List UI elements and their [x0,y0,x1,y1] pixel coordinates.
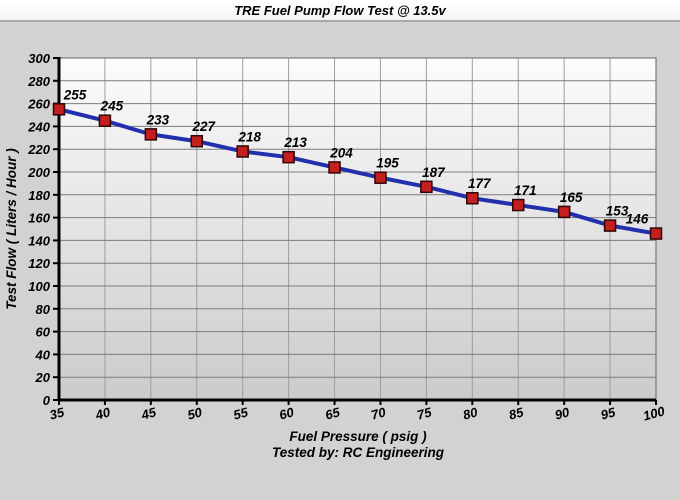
x-tick-label: 65 [323,404,342,422]
y-tick-label: 100 [28,279,50,294]
data-point-label: 204 [329,145,353,160]
chart-title-band: TRE Fuel Pump Flow Test @ 13.5v [0,0,680,22]
y-tick-label: 80 [36,302,51,317]
data-point-marker [511,198,525,212]
data-point-marker [466,191,479,205]
data-point-label: 218 [237,129,261,144]
y-tick-label: 280 [27,74,50,89]
x-tick-label: 75 [415,404,434,422]
x-tick-label: 55 [232,404,251,422]
y-tick-label: 20 [35,370,51,385]
x-tick-label: 40 [93,404,113,423]
data-point-label: 213 [283,135,307,150]
x-tick-label: 100 [641,403,667,423]
data-point-marker [144,128,158,141]
y-tick-label: 260 [27,97,50,112]
data-point-label: 245 [100,99,124,114]
data-point-marker [420,180,433,194]
x-axis-title: Fuel Pressure ( psig ) [289,429,427,444]
y-tick-label: 220 [27,142,50,157]
chart-generated-layer: 35 40 45 50 55 60 65 70 75 80 85 90 95 100 0 20 40 60 80 10… [27,51,667,424]
chart-title: TRE Fuel Pump Flow Test @ 13.5v [234,2,446,18]
y-axis-title: Test Flow ( Liters / Hour ) [4,148,19,310]
data-point-label: 255 [63,87,87,102]
x-tick-label: 45 [139,404,159,423]
data-point-label: 153 [606,204,629,219]
x-tick-label: 70 [369,404,388,422]
x-tick-label: 90 [553,404,572,422]
y-tick-label: 240 [27,119,50,134]
data-point-marker [52,103,66,116]
x-tick-label: 50 [186,404,205,422]
y-tick-label: 40 [35,347,51,362]
data-point-marker [236,145,249,158]
y-tick-label: 140 [28,233,50,248]
data-point-marker [374,171,387,184]
y-tick-label: 180 [28,188,50,203]
data-point-marker [190,134,204,148]
y-tick-label: 120 [28,256,50,271]
data-point-marker [98,114,112,127]
y-tick-label: 160 [28,211,50,226]
data-point-label: 177 [468,176,492,191]
y-tick-label: 60 [36,325,51,340]
x-tick-label: 85 [507,404,526,422]
data-point-marker [603,219,617,232]
data-point-marker [557,205,571,219]
data-point-label: 171 [514,183,537,198]
data-point-label: 195 [376,156,399,171]
plot-area [58,57,657,401]
x-tick-label: 35 [48,404,67,422]
x-tick-label: 80 [461,404,480,422]
tested-by-note: Tested by: RC Engineering [272,445,445,460]
y-tick-label: 200 [27,165,50,180]
data-point-label: 146 [626,212,649,227]
data-point-label: 227 [192,119,217,134]
data-point-label: 165 [560,190,583,205]
data-point-label: 233 [146,112,170,127]
data-point-marker [649,227,663,240]
x-tick-label: 95 [599,404,618,422]
x-tick-label: 60 [278,404,297,422]
data-point-marker [328,161,341,174]
data-line [57,107,658,236]
data-point-marker [282,150,295,164]
data-point-label: 187 [422,165,446,180]
y-tick-label: 300 [28,51,50,66]
y-tick-label: 0 [43,393,51,408]
